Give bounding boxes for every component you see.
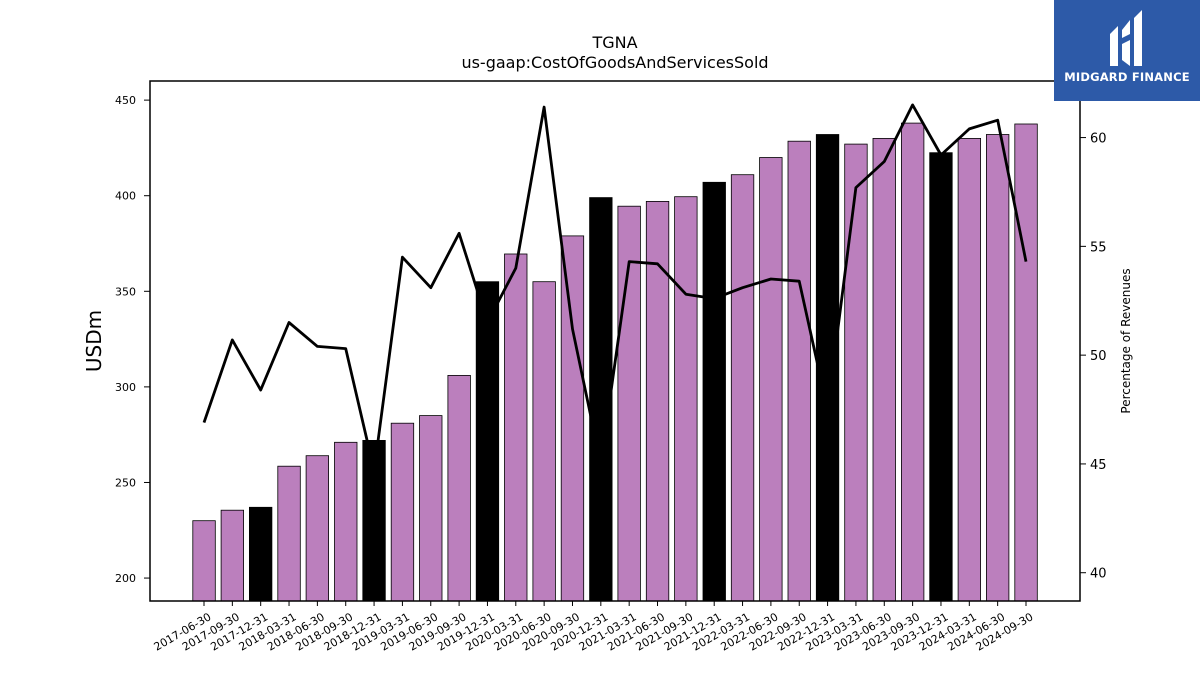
bar-series — [192, 122, 1038, 602]
y-tick-label: 200 — [115, 572, 136, 585]
bar-2021-12-31 — [702, 181, 726, 602]
y-tick-label: 250 — [115, 476, 136, 489]
bar-2019-12-31 — [475, 281, 500, 602]
bar-2023-12-31 — [929, 152, 953, 602]
y2-tick-label: 40 — [1090, 567, 1107, 582]
line-series — [202, 103, 1028, 472]
y-tick-label: 450 — [115, 94, 136, 107]
bar-2017-09-30 — [220, 509, 245, 602]
y2-tick-label: 50 — [1090, 349, 1107, 364]
y-tick-label: 400 — [115, 190, 136, 203]
bar-2024-03-31 — [957, 137, 981, 602]
bar-2021-06-30 — [645, 200, 670, 602]
y-tick-label: 350 — [115, 285, 136, 298]
bar-2024-06-30 — [986, 134, 1010, 602]
bar-2023-03-31 — [844, 143, 868, 602]
bar-2019-09-30 — [447, 374, 471, 602]
logo-text: MIDGARD FINANCE — [1064, 70, 1190, 84]
bar-2023-06-30 — [872, 137, 896, 602]
bar-2017-06-30 — [192, 520, 216, 602]
x-axis: 2017-06-302017-09-302017-12-312018-03-31… — [152, 601, 1036, 654]
bar-2018-06-30 — [305, 455, 330, 602]
y2-tick-label: 55 — [1090, 240, 1107, 255]
bar-2020-09-30 — [560, 235, 585, 602]
plot-frame — [149, 80, 1081, 602]
bar-2022-03-31 — [730, 174, 755, 602]
y2-tick-label: 45 — [1090, 458, 1107, 473]
bar-2022-06-30 — [759, 157, 783, 602]
y-axis-label: USDm — [82, 310, 106, 372]
y-tick-label: 300 — [115, 381, 136, 394]
bar-2023-09-30 — [901, 122, 925, 602]
bar-2019-03-31 — [390, 422, 415, 602]
chart-title: TGNA — [591, 33, 637, 52]
bar-2022-09-30 — [787, 140, 811, 602]
bar-2024-09-30 — [1014, 123, 1038, 602]
bar-2017-12-31 — [248, 506, 273, 602]
bar-2021-09-30 — [674, 196, 698, 602]
y2-axis-label: Percentage of Revenues — [1119, 268, 1133, 413]
logo-mark-icon — [1110, 10, 1142, 66]
bar-2018-09-30 — [334, 441, 358, 602]
bar-2019-06-30 — [419, 415, 443, 602]
y2-tick-label: 60 — [1090, 132, 1107, 147]
midgard-finance-logo: MIDGARD FINANCE — [1054, 0, 1200, 101]
bar-2018-03-31 — [277, 465, 301, 602]
chart-subtitle: us-gaap:CostOfGoodsAndServicesSold — [461, 53, 768, 72]
y-axis-right: 40 45 50 55 60 — [1080, 132, 1107, 582]
y-axis-left: 200 250 300 350 400 450 — [115, 94, 150, 585]
bar-2020-06-30 — [532, 281, 556, 602]
percentage-line — [202, 103, 1028, 472]
bar-2020-03-31 — [504, 253, 528, 602]
